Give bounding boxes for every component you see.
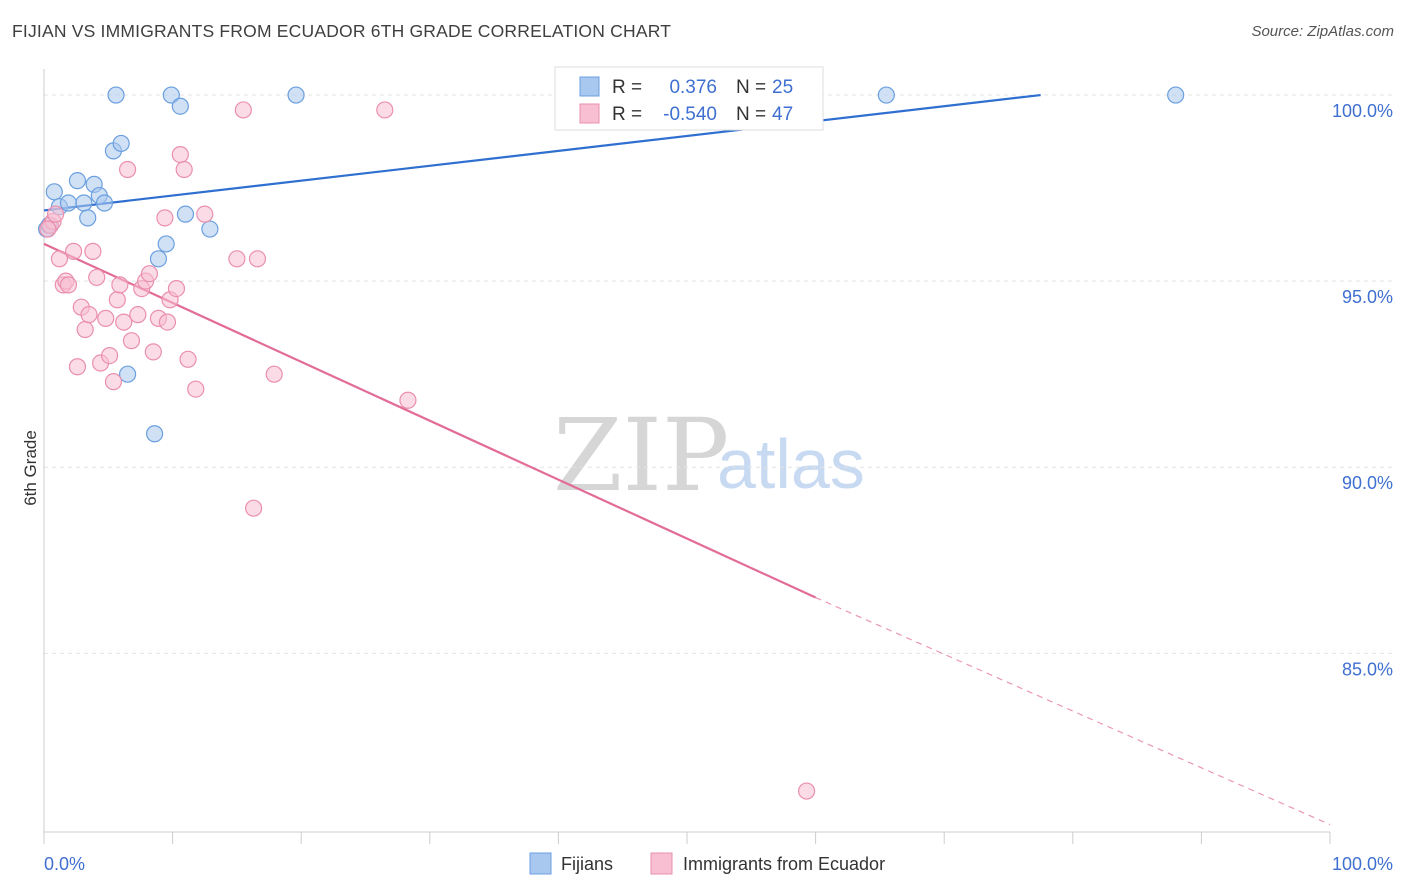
legend-top: R = 0.376 N = 25 R = -0.540 N = 47	[554, 66, 824, 131]
legend-bottom: Fijians Immigrants from Ecuador	[529, 852, 885, 875]
point-fijians-22	[877, 86, 895, 104]
legend-top-box	[554, 66, 824, 131]
point-ecuador-43	[376, 101, 394, 119]
gridlines	[44, 94, 1393, 654]
point-ecuador-2	[46, 205, 65, 223]
point-ecuador-41	[248, 250, 267, 268]
watermark-zip: ZIP	[553, 397, 729, 514]
point-fijians-5	[75, 194, 93, 212]
point-fijians-17	[162, 86, 180, 104]
x-tick-label-max: 100.0%	[1332, 854, 1393, 874]
legend-bottom-label-fijians: Fijians	[561, 854, 613, 874]
point-ecuador-37	[196, 205, 214, 223]
y-tick-label-85: 85.0%	[1342, 659, 1393, 679]
point-ecuador-45	[797, 782, 816, 800]
y-tick-label-95: 95.0%	[1342, 287, 1393, 307]
axes	[43, 69, 1331, 844]
legend-n-value-fijians: 25	[772, 77, 793, 98]
point-ecuador-30	[158, 313, 177, 331]
point-ecuador-29	[156, 209, 174, 227]
x-tick-label-min: 0.0%	[44, 854, 85, 874]
point-fijians-6	[79, 209, 97, 227]
point-ecuador-34	[175, 160, 193, 179]
point-ecuador-8	[68, 358, 87, 376]
point-ecuador-46	[39, 220, 57, 238]
point-ecuador-7	[64, 242, 83, 260]
y-axis-title: 6th Grade	[21, 430, 40, 506]
point-ecuador-27	[144, 343, 162, 361]
point-ecuador-11	[80, 306, 98, 324]
point-fijians-12	[112, 134, 130, 153]
point-ecuador-22	[122, 332, 141, 350]
point-ecuador-23	[129, 306, 147, 324]
point-fijians-15	[149, 250, 168, 268]
point-fijians-1	[45, 183, 63, 201]
legend-bottom-swatch-ecuador	[650, 852, 673, 875]
point-fijians-13	[118, 365, 137, 383]
legend-r-label-ecuador: R =	[612, 104, 642, 125]
legend-bottom-swatch-fijians	[529, 852, 552, 875]
point-ecuador-21	[118, 160, 137, 179]
point-ecuador-18	[108, 291, 126, 309]
point-ecuador-15	[97, 309, 115, 327]
point-ecuador-40	[245, 499, 263, 517]
point-ecuador-33	[171, 146, 189, 164]
watermark-atlas: atlas	[717, 425, 865, 503]
y-tick-labels: 85.0% 90.0% 95.0% 100.0%	[1332, 101, 1393, 679]
legend-n-value-ecuador: 47	[772, 104, 793, 125]
point-ecuador-6	[59, 276, 78, 294]
point-fijians-20	[201, 220, 219, 238]
trendline-ecuador-extrapolated	[815, 596, 1331, 826]
point-fijians-18	[171, 97, 189, 115]
chart-title: FIJIAN VS IMMIGRANTS FROM ECUADOR 6TH GR…	[12, 21, 672, 41]
point-ecuador-3	[50, 250, 69, 268]
legend-bottom-label-ecuador: Immigrants from Ecuador	[683, 854, 885, 874]
point-ecuador-39	[234, 101, 252, 119]
legend-swatch-fijians	[579, 76, 600, 97]
point-ecuador-42	[265, 365, 283, 383]
data-points	[37, 86, 1185, 800]
point-fijians-23	[1167, 86, 1185, 104]
point-ecuador-38	[228, 250, 246, 268]
point-fijians-4	[68, 172, 87, 190]
point-fijians-9	[95, 194, 114, 212]
point-ecuador-10	[76, 320, 94, 339]
point-fijians-14	[145, 425, 164, 443]
legend-n-label-fijians: N =	[736, 77, 766, 98]
point-ecuador-17	[104, 373, 123, 391]
point-fijians-21	[287, 86, 305, 104]
point-fijians-16	[157, 235, 175, 253]
legend-r-label-fijians: R =	[612, 77, 642, 98]
legend-r-value-fijians: 0.376	[669, 77, 717, 98]
point-ecuador-12	[84, 242, 102, 260]
y-tick-label-90: 90.0%	[1342, 473, 1393, 493]
point-ecuador-36	[187, 380, 205, 398]
point-ecuador-16	[100, 346, 119, 365]
point-fijians-11	[107, 86, 125, 104]
legend-r-value-ecuador: -0.540	[663, 104, 717, 125]
source-credit: Source: ZipAtlas.com	[1251, 23, 1394, 40]
trendline-fijians	[43, 93, 1041, 212]
point-ecuador-26	[140, 265, 159, 283]
legend-n-label-ecuador: N =	[736, 104, 766, 125]
point-fijians-3	[59, 194, 78, 212]
legend-swatch-ecuador	[579, 103, 600, 124]
point-ecuador-32	[167, 279, 186, 298]
point-ecuador-44	[399, 391, 417, 409]
point-ecuador-13	[88, 268, 106, 287]
y-tick-label-100: 100.0%	[1332, 101, 1393, 121]
point-ecuador-20	[115, 313, 133, 331]
point-ecuador-19	[111, 276, 129, 294]
point-ecuador-35	[179, 350, 197, 368]
point-fijians-19	[176, 205, 195, 223]
